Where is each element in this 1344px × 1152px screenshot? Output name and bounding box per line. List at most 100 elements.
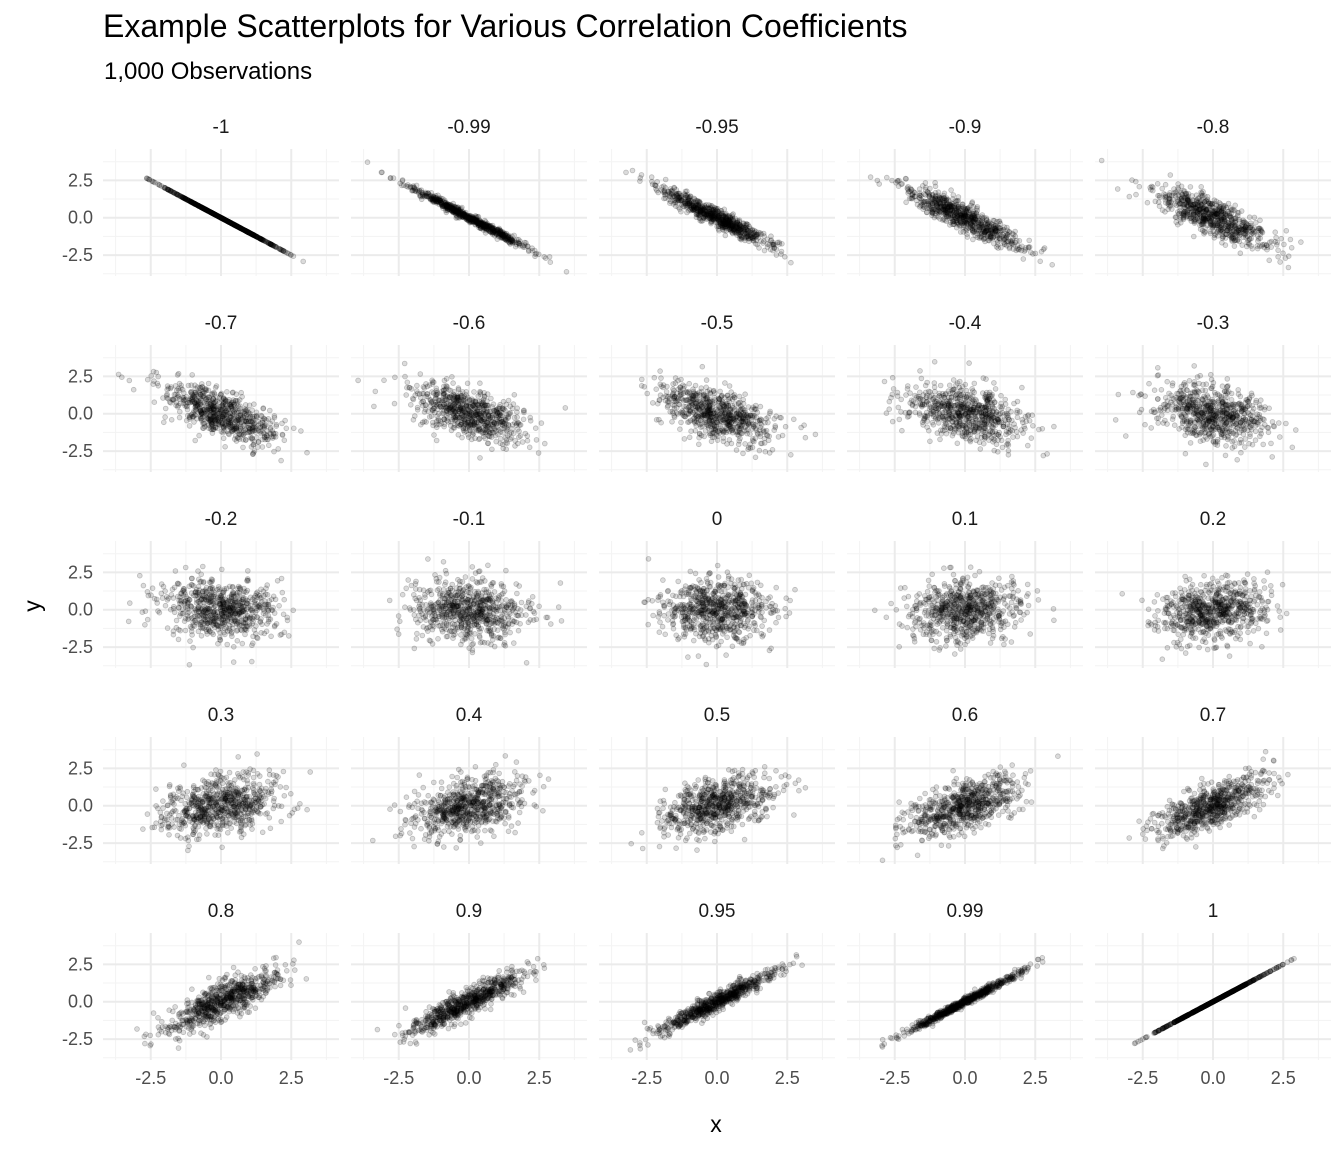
data-point — [247, 410, 253, 417]
data-point — [1229, 237, 1235, 243]
data-point — [162, 185, 168, 191]
data-point — [504, 432, 511, 439]
data-point — [171, 190, 178, 196]
data-point — [218, 215, 225, 221]
data-point — [1238, 208, 1245, 214]
data-point — [171, 189, 177, 196]
facet-panel: -0.7-2.50.02.5 — [62, 313, 339, 472]
data-point — [238, 225, 244, 232]
data-point — [230, 221, 236, 227]
data-point — [902, 175, 909, 182]
data-point — [211, 211, 217, 217]
data-point — [221, 216, 228, 223]
data-point — [1221, 203, 1227, 210]
data-point — [430, 379, 437, 386]
data-point — [443, 375, 450, 382]
data-point — [249, 231, 255, 237]
data-point — [186, 416, 193, 422]
data-point — [300, 258, 307, 265]
data-point — [189, 199, 195, 206]
data-point — [200, 425, 207, 432]
data-point — [258, 413, 265, 420]
data-point — [277, 246, 283, 252]
data-point — [521, 239, 528, 246]
data-point — [257, 420, 264, 427]
data-point — [629, 167, 636, 174]
data-point — [435, 192, 441, 199]
data-point — [511, 232, 517, 239]
data-point — [186, 198, 193, 204]
data-point — [223, 217, 230, 224]
data-point — [407, 401, 414, 408]
data-point — [176, 414, 183, 421]
data-point — [218, 214, 224, 221]
data-point — [467, 219, 473, 226]
data-point — [234, 223, 241, 230]
data-point — [279, 431, 286, 438]
data-point — [246, 424, 252, 431]
data-point — [224, 388, 230, 395]
data-point — [364, 159, 371, 166]
data-point — [174, 191, 181, 198]
data-point — [414, 382, 420, 389]
facet-panel: -0.9 — [847, 117, 1083, 276]
data-point — [192, 412, 198, 419]
data-point — [455, 431, 462, 438]
data-point — [1212, 231, 1219, 238]
data-point — [288, 252, 294, 258]
data-point — [1251, 214, 1258, 221]
data-point — [250, 232, 257, 238]
data-point — [228, 220, 234, 226]
data-point — [197, 204, 204, 210]
data-point — [1227, 205, 1234, 211]
data-point — [162, 405, 169, 412]
facet-strip-label: -0.6 — [453, 313, 486, 334]
data-point — [1133, 191, 1139, 198]
data-point — [1281, 241, 1287, 248]
data-point — [146, 176, 152, 183]
data-point — [180, 194, 186, 201]
data-point — [1026, 237, 1032, 244]
data-point — [947, 207, 954, 214]
data-point — [637, 178, 643, 184]
data-point — [690, 203, 697, 210]
data-point — [229, 220, 235, 227]
data-point — [1209, 222, 1216, 229]
data-point — [1253, 219, 1259, 226]
data-point — [721, 218, 728, 225]
data-point — [222, 217, 229, 223]
data-point — [893, 180, 899, 186]
data-point — [1278, 235, 1285, 242]
data-point — [1185, 203, 1192, 210]
facet-panel: -0.95 — [599, 117, 835, 276]
data-point — [623, 169, 629, 176]
data-point — [500, 420, 507, 427]
data-point — [1114, 186, 1121, 192]
data-point — [205, 207, 211, 214]
data-point — [207, 209, 214, 215]
data-point — [195, 202, 201, 209]
data-point — [649, 178, 655, 185]
data-point — [499, 441, 506, 448]
data-point — [1236, 227, 1242, 234]
data-point — [1264, 246, 1270, 253]
data-point — [410, 396, 417, 403]
data-point — [1272, 229, 1278, 236]
data-point — [1274, 242, 1280, 248]
data-point — [254, 234, 261, 240]
data-point — [1208, 202, 1214, 209]
data-point — [1247, 225, 1253, 231]
data-point — [1202, 225, 1209, 231]
data-point — [484, 402, 491, 409]
data-point — [423, 419, 429, 425]
data-point — [441, 383, 447, 390]
data-point — [371, 403, 377, 410]
data-point — [502, 407, 508, 413]
data-point — [1280, 250, 1286, 257]
data-point — [201, 206, 208, 212]
data-point — [203, 207, 210, 213]
data-point — [964, 234, 971, 240]
data-point — [1212, 210, 1218, 216]
data-point — [479, 221, 486, 227]
data-point — [279, 247, 286, 254]
